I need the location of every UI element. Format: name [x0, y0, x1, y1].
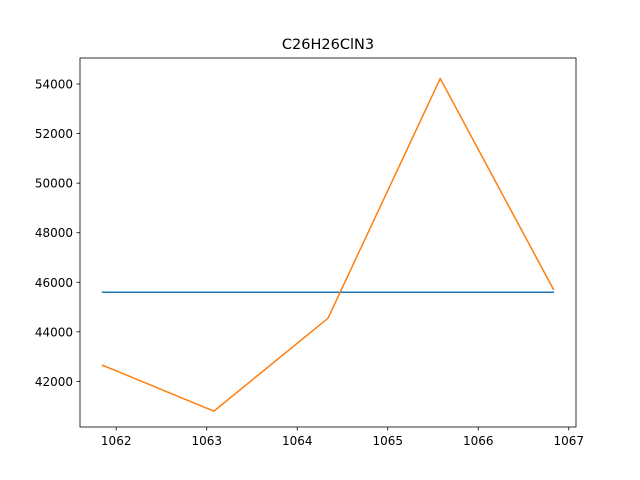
x-tick-label: 1065 [372, 434, 403, 448]
y-tick-label: 54000 [35, 78, 73, 92]
x-tick-label: 1063 [191, 434, 222, 448]
x-tick-label: 1066 [463, 434, 494, 448]
x-tick-label: 1064 [282, 434, 313, 448]
y-tick-label: 44000 [35, 325, 73, 339]
y-tick-label: 48000 [35, 226, 73, 240]
y-tick-label: 46000 [35, 276, 73, 290]
x-tick-label: 1067 [553, 434, 584, 448]
x-tick-label: 1062 [101, 434, 132, 448]
y-tick-label: 52000 [35, 127, 73, 141]
chart-title: C26H26ClN3 [282, 37, 374, 53]
axes: 1062 1063 1064 1065 1066 1067 42000 44000 46000 4… [35, 57, 584, 448]
series-line-2 [101, 77, 555, 412]
plot-area [101, 77, 555, 412]
y-tick-label: 42000 [35, 375, 73, 389]
plot-frame [79, 57, 577, 428]
y-tick-label: 50000 [35, 177, 73, 191]
